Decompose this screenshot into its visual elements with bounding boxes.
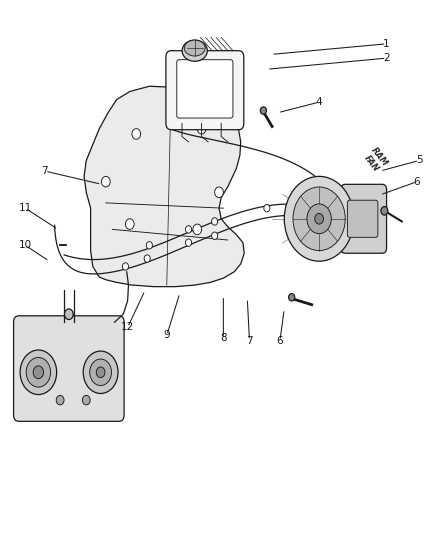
Text: 5: 5 — [416, 156, 423, 165]
Text: 7: 7 — [42, 166, 48, 176]
Text: 10: 10 — [19, 240, 32, 251]
Circle shape — [264, 205, 270, 212]
FancyBboxPatch shape — [177, 60, 233, 118]
Circle shape — [185, 225, 191, 233]
Text: 9: 9 — [163, 330, 170, 341]
Circle shape — [212, 232, 218, 239]
FancyBboxPatch shape — [166, 51, 244, 130]
Circle shape — [289, 294, 295, 301]
Circle shape — [215, 187, 223, 198]
Circle shape — [90, 359, 112, 385]
Circle shape — [212, 217, 218, 225]
Circle shape — [125, 219, 134, 229]
Ellipse shape — [182, 40, 207, 61]
Circle shape — [146, 241, 152, 249]
FancyBboxPatch shape — [14, 316, 124, 421]
FancyBboxPatch shape — [341, 184, 387, 253]
Ellipse shape — [184, 40, 205, 56]
Circle shape — [33, 366, 44, 378]
Text: 6: 6 — [277, 336, 283, 346]
Text: 4: 4 — [316, 97, 322, 107]
Circle shape — [293, 187, 345, 251]
FancyBboxPatch shape — [347, 200, 378, 237]
Circle shape — [122, 263, 128, 270]
Circle shape — [20, 350, 57, 394]
Text: 6: 6 — [414, 176, 420, 187]
Circle shape — [26, 358, 50, 387]
Text: 2: 2 — [383, 53, 390, 63]
Circle shape — [197, 123, 206, 134]
Text: RAM
FAN: RAM FAN — [361, 146, 390, 175]
Polygon shape — [84, 86, 244, 287]
Circle shape — [185, 239, 191, 246]
Text: 11: 11 — [19, 203, 32, 213]
Circle shape — [56, 395, 64, 405]
Circle shape — [260, 107, 266, 114]
Circle shape — [82, 395, 90, 405]
Text: 12: 12 — [121, 322, 134, 333]
Circle shape — [284, 176, 354, 261]
Circle shape — [144, 255, 150, 262]
Circle shape — [96, 367, 105, 377]
Text: 1: 1 — [383, 39, 390, 49]
Circle shape — [64, 309, 73, 319]
Text: 8: 8 — [220, 333, 226, 343]
Circle shape — [315, 214, 323, 224]
Circle shape — [83, 351, 118, 393]
Circle shape — [307, 204, 331, 233]
Circle shape — [102, 176, 110, 187]
Text: 7: 7 — [246, 336, 253, 346]
Circle shape — [132, 128, 141, 139]
Circle shape — [193, 224, 201, 235]
Circle shape — [381, 207, 388, 215]
